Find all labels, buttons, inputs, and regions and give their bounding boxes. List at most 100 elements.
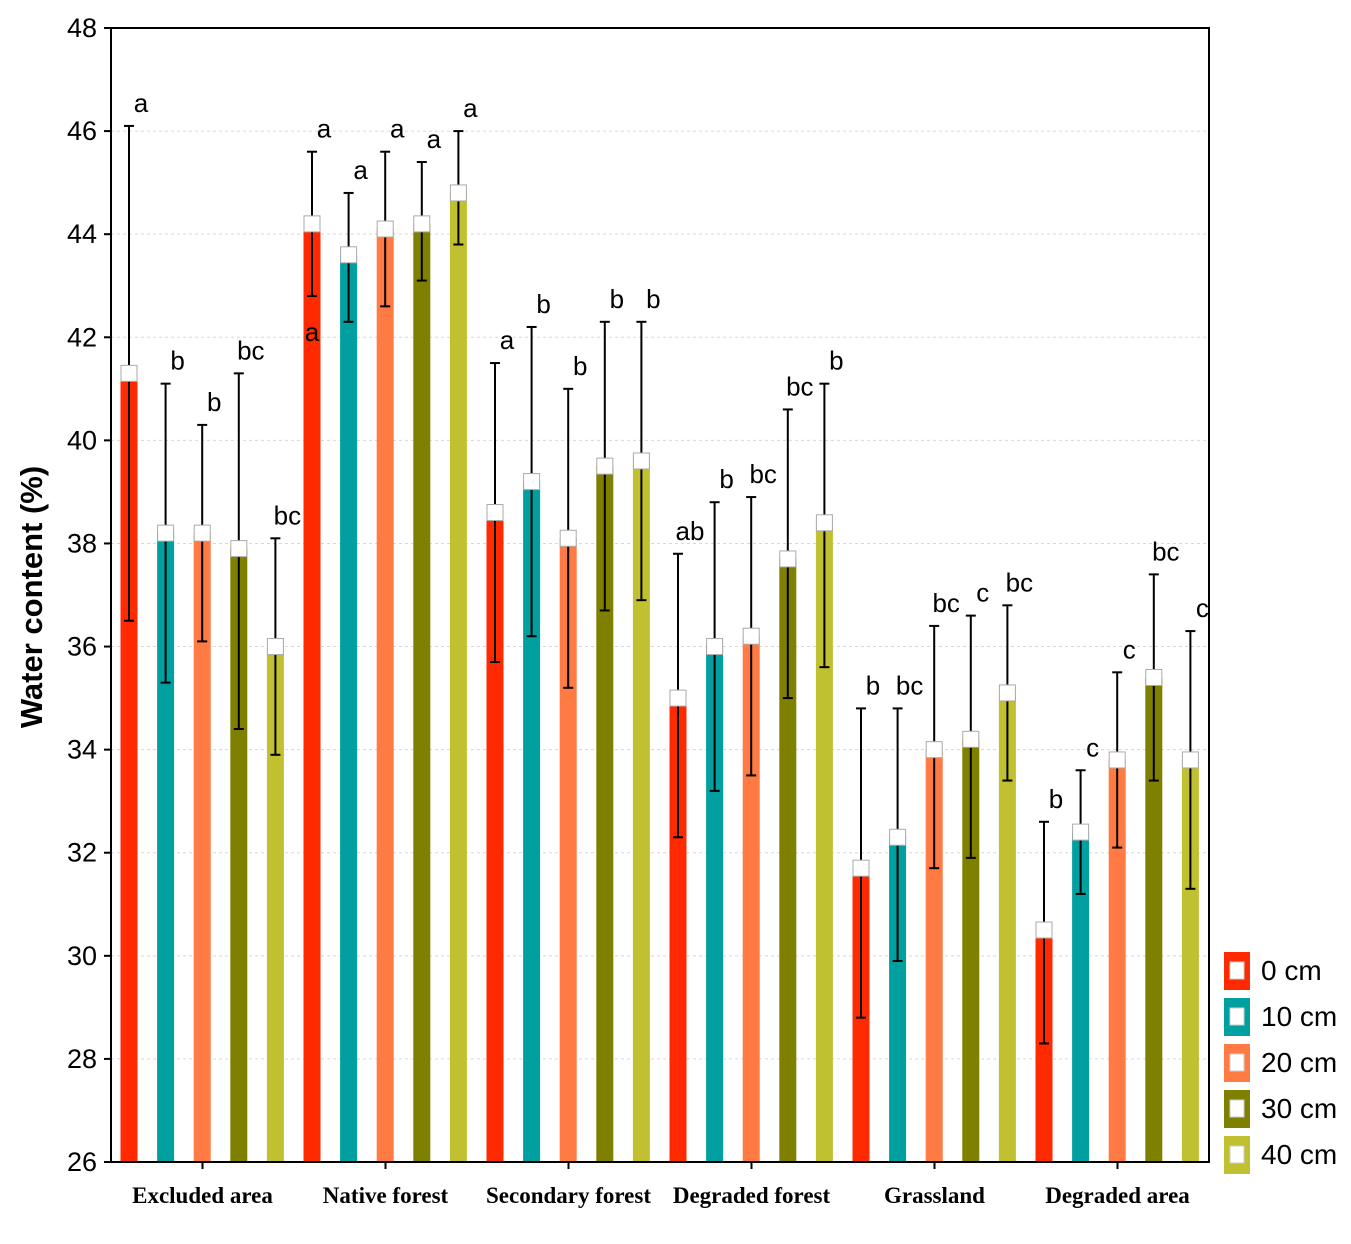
annotation-letter: a: [305, 317, 320, 347]
bar: [998, 692, 1016, 1162]
bar: [340, 254, 358, 1163]
mean-marker: [413, 215, 431, 233]
bar: [1072, 832, 1090, 1162]
significance-letter: a: [427, 124, 442, 154]
significance-letter: b: [719, 464, 733, 494]
mean-marker: [303, 215, 321, 233]
bar: [449, 192, 467, 1163]
bar: [962, 739, 980, 1162]
bar: [559, 538, 577, 1162]
mean-marker: [925, 741, 943, 759]
y-tick-label: 40: [67, 425, 97, 455]
mean-marker: [1072, 823, 1090, 841]
significance-letter: bc: [274, 500, 301, 530]
mean-marker: [1181, 751, 1199, 769]
legend-label: 40 cm: [1261, 1139, 1337, 1170]
mean-marker: [1035, 921, 1053, 939]
significance-letter: bc: [786, 371, 813, 401]
mean-marker: [1108, 751, 1126, 769]
bar: [413, 223, 431, 1162]
mean-marker: [632, 452, 650, 470]
bar: [303, 223, 321, 1162]
bar: [376, 229, 394, 1162]
legend-label: 30 cm: [1261, 1093, 1337, 1124]
mean-marker: [962, 730, 980, 748]
mean-marker: [449, 184, 467, 202]
significance-letter: a: [463, 93, 478, 123]
bar: [486, 512, 504, 1162]
significance-letter: ab: [676, 516, 705, 546]
significance-letter: c: [976, 578, 989, 608]
mean-marker: [120, 364, 138, 382]
y-tick-label: 36: [67, 632, 97, 662]
mean-marker: [340, 246, 358, 264]
y-tick-label: 44: [67, 219, 97, 249]
mean-marker: [779, 550, 797, 568]
bar: [742, 636, 760, 1162]
mean-marker: [669, 689, 687, 707]
bar: [706, 646, 724, 1162]
significance-letter: bc: [896, 670, 923, 700]
x-category-label: Secondary forest: [486, 1183, 651, 1208]
bar: [157, 533, 175, 1162]
significance-letter: a: [390, 114, 405, 144]
mean-marker: [998, 684, 1016, 702]
legend-label: 10 cm: [1261, 1001, 1337, 1032]
mean-marker: [742, 627, 760, 645]
y-tick-label: 38: [67, 528, 97, 558]
significance-letter: a: [353, 155, 368, 185]
significance-letter: b: [1049, 784, 1063, 814]
bar: [193, 533, 211, 1162]
legend-marker: [1229, 1145, 1245, 1164]
y-axis-ticks: 26 28 30 32 34 36 38 40 42 44 46 48: [67, 13, 111, 1177]
y-tick-label: 42: [67, 322, 97, 352]
significance-letter: b: [646, 284, 660, 314]
mean-marker: [266, 638, 284, 656]
x-category-label: Degraded area: [1045, 1183, 1190, 1208]
y-tick-label: 46: [67, 116, 97, 146]
x-category-label: Native forest: [323, 1183, 449, 1208]
significance-letter: b: [573, 351, 587, 381]
mean-marker: [852, 859, 870, 877]
bar: [925, 749, 943, 1162]
bar: [669, 698, 687, 1162]
legend-label: 20 cm: [1261, 1047, 1337, 1078]
error-bars: [124, 124, 1196, 1045]
mean-marker: [157, 524, 175, 542]
legend-label: 0 cm: [1261, 955, 1322, 986]
plot-frame: [110, 27, 1210, 1163]
legend-marker: [1229, 1007, 1245, 1026]
y-axis-label: Water content (%): [14, 466, 49, 728]
legend-marker: [1229, 961, 1245, 980]
bar: [779, 558, 797, 1162]
bar: [120, 373, 138, 1162]
y-tick-label: 30: [67, 941, 97, 971]
significance-letter: bc: [932, 588, 959, 618]
bar: [1108, 759, 1126, 1162]
y-tick-label: 28: [67, 1044, 97, 1074]
mean-marker: [889, 828, 907, 846]
significance-letter: bc: [1152, 536, 1179, 566]
x-category-label: Grassland: [884, 1183, 985, 1208]
y-tick-label: 34: [67, 735, 97, 765]
significance-letter: b: [207, 387, 221, 417]
mean-marker: [815, 514, 833, 532]
bar: [266, 646, 284, 1162]
significance-letter: c: [1196, 593, 1209, 623]
legend-marker: [1229, 1053, 1245, 1072]
bar: [1145, 677, 1163, 1162]
significance-letter: b: [610, 284, 624, 314]
mean-marker: [376, 220, 394, 238]
bar: [1035, 930, 1053, 1162]
bar: [230, 548, 248, 1162]
x-axis-categories: Excluded area Native forest Secondary fore…: [132, 1162, 1190, 1208]
bar: [889, 837, 907, 1162]
significance-letter: a: [317, 114, 332, 144]
significance-letter: bc: [1006, 567, 1033, 597]
bar: [523, 481, 541, 1163]
bar: [815, 522, 833, 1162]
mean-marker: [1145, 668, 1163, 686]
significance-letter: c: [1086, 732, 1099, 762]
mean-marker: [559, 529, 577, 547]
